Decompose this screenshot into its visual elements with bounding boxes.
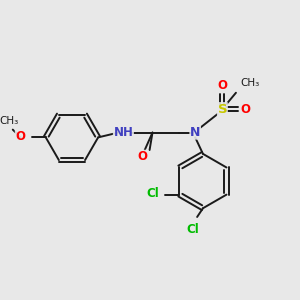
Text: O: O bbox=[15, 130, 26, 143]
Text: S: S bbox=[218, 103, 227, 116]
Text: NH: NH bbox=[113, 126, 133, 139]
Text: O: O bbox=[138, 150, 148, 163]
Text: CH₃: CH₃ bbox=[0, 116, 19, 126]
Text: Cl: Cl bbox=[186, 223, 199, 236]
Text: O: O bbox=[241, 103, 251, 116]
Text: Cl: Cl bbox=[146, 187, 159, 200]
Text: CH₃: CH₃ bbox=[241, 78, 260, 88]
Text: O: O bbox=[218, 80, 227, 92]
Text: N: N bbox=[190, 126, 200, 139]
